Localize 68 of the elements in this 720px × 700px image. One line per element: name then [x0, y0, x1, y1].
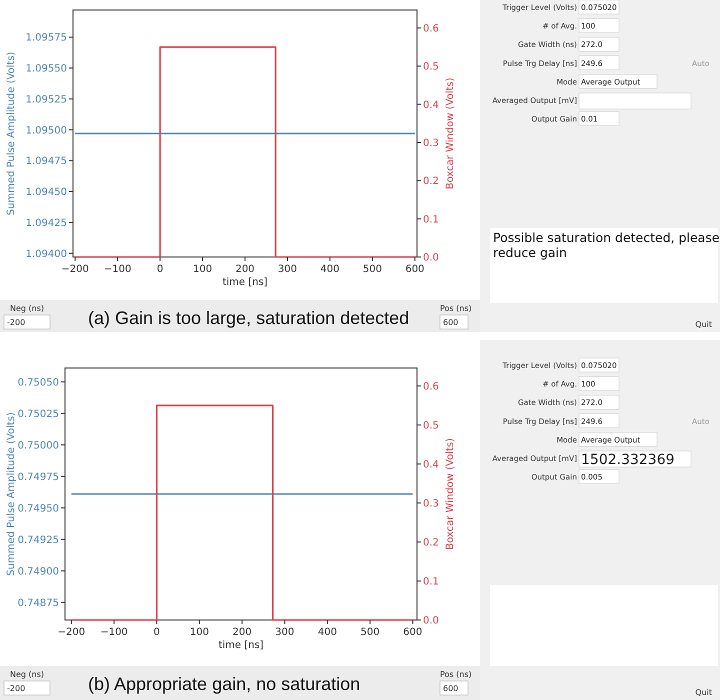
y-tick-label: 1.09575: [26, 32, 67, 44]
text: 600: [443, 684, 458, 693]
y2-tick-label: 0.5: [423, 420, 439, 432]
y2-tick-label: 0.3: [423, 138, 439, 149]
y-tick-label: 1.09500: [26, 125, 67, 136]
y2-axis-title: Boxcar Window (Volts): [445, 77, 456, 190]
x-tick-label: 0: [154, 627, 160, 638]
y2-tick-label: 0.2: [423, 176, 439, 188]
y-tick-label: 1.09550: [26, 64, 67, 75]
y-tick-label: 0.74900: [18, 566, 59, 578]
text: Possible saturation detected, please reduce gain: [493, 230, 720, 260]
text: 1502.332369: [581, 452, 675, 468]
x-tick-label: 400: [318, 627, 337, 638]
x-tick-label: 600: [405, 264, 424, 275]
text: (b) Appropriate gain, no saturation: [88, 674, 360, 694]
y2-tick-label: 0.6: [423, 23, 439, 34]
y-tick-label: 0.74875: [18, 598, 59, 609]
text: Pos (ns): [440, 304, 472, 313]
text: Pos (ns): [440, 670, 472, 679]
x-axis-title: time [ns]: [222, 277, 268, 288]
y-tick-label: 1.09450: [26, 187, 67, 198]
y-tick-label: 0.75050: [18, 377, 59, 388]
text: (a) Gain is too large, saturation detected: [88, 308, 410, 328]
text: Quit: [695, 688, 712, 697]
y2-tick-label: 0.6: [423, 381, 439, 392]
x-tick-label: −200: [61, 264, 89, 275]
y-tick-label: 0.74975: [18, 472, 59, 483]
text: Quit: [695, 320, 712, 329]
y2-tick-label: 0.5: [423, 62, 439, 73]
x-tick-label: −100: [100, 627, 128, 638]
y2-tick-label: 0.4: [423, 459, 439, 470]
y-axis-title: Summed Pulse Amplitude (Volts): [6, 52, 17, 216]
x-tick-label: 500: [362, 264, 382, 275]
x-tick-label: −100: [104, 264, 132, 275]
y-tick-label: 1.09425: [26, 218, 67, 229]
y-tick-label: 0.74925: [18, 534, 59, 546]
x-tick-label: 100: [192, 264, 212, 275]
x-tick-label: 200: [235, 264, 255, 275]
y-tick-label: 1.09525: [26, 94, 67, 106]
y2-tick-label: 0.3: [423, 498, 439, 510]
y-tick-label: 1.09475: [26, 156, 67, 168]
y-tick-label: 0.74950: [18, 503, 59, 514]
text: Neg (ns): [10, 670, 44, 679]
x-tick-label: −200: [58, 627, 86, 638]
x-tick-label: 300: [278, 264, 298, 275]
y-tick-label: 0.75025: [18, 408, 59, 420]
y2-tick-label: 0.0: [423, 616, 439, 626]
text: 600: [443, 318, 458, 327]
text: Neg (ns): [10, 304, 44, 313]
x-tick-label: 100: [190, 627, 209, 638]
x-tick-label: 200: [232, 627, 252, 638]
y-tick-label: 1.09400: [26, 248, 67, 260]
text: -200: [7, 318, 26, 327]
x-tick-label: 400: [320, 264, 340, 275]
y-tick-label: 0.75000: [18, 440, 59, 452]
x-axis-title: time [ns]: [218, 640, 264, 651]
y2-tick-label: 0.4: [423, 100, 439, 111]
x-tick-label: 600: [403, 627, 422, 638]
x-tick-label: 500: [360, 627, 380, 638]
y2-tick-label: 0.1: [423, 576, 439, 588]
y2-tick-label: 0.1: [423, 214, 439, 226]
x-tick-label: 0: [156, 264, 164, 275]
y2-axis-title: Boxcar Window (Volts): [445, 438, 456, 550]
y2-tick-label: 0.2: [423, 537, 439, 548]
x-tick-label: 300: [275, 627, 294, 638]
y2-tick-label: 0.0: [423, 252, 439, 264]
y-axis-title: Summed Pulse Amplitude (Volts): [6, 412, 17, 576]
text: -200: [7, 684, 26, 693]
